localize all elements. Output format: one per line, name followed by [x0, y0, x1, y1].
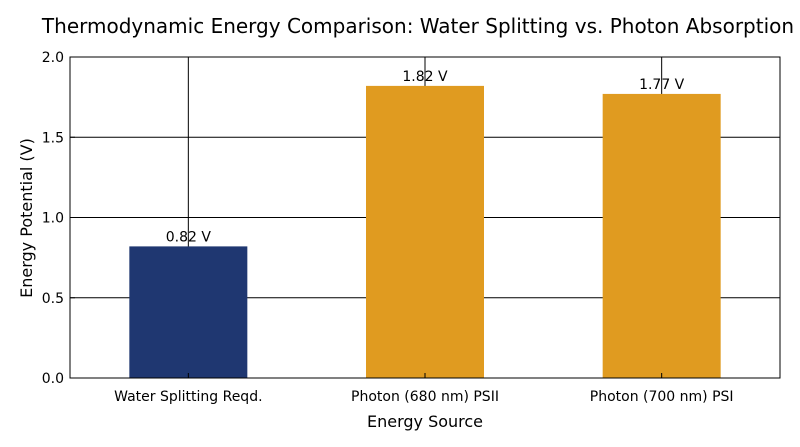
- ticks: 0.0 0.5 1.0 1.5 2.0 Water Splitting Reqd. Phot…: [42, 50, 734, 405]
- bar-value-label: 0.82 V: [166, 229, 212, 245]
- y-axis-label: Energy Potential (V): [17, 138, 36, 298]
- chart-title: Thermodynamic Energy Comparison: Water S…: [41, 14, 794, 38]
- data-labels: 0.82 V 1.82 V 1.77 V: [166, 69, 685, 246]
- x-tick-label: Photon (700 nm) PSI: [590, 389, 734, 405]
- y-tick-label: 1.5: [42, 130, 64, 146]
- x-tick-label: Water Splitting Reqd.: [114, 389, 262, 405]
- y-tick-label: 0.0: [42, 371, 64, 387]
- bar: [129, 246, 248, 378]
- x-tick-label: Photon (680 nm) PSII: [351, 389, 499, 405]
- y-tick-label: 1.0: [42, 211, 64, 227]
- x-axis-label: Energy Source: [367, 412, 483, 431]
- bar-value-label: 1.77 V: [639, 77, 685, 93]
- bars: [129, 85, 721, 378]
- bar: [366, 85, 484, 378]
- bar-value-label: 1.82 V: [402, 69, 448, 85]
- y-tick-label: 0.5: [42, 291, 64, 307]
- bar: [602, 93, 721, 378]
- y-tick-label: 2.0: [42, 50, 64, 66]
